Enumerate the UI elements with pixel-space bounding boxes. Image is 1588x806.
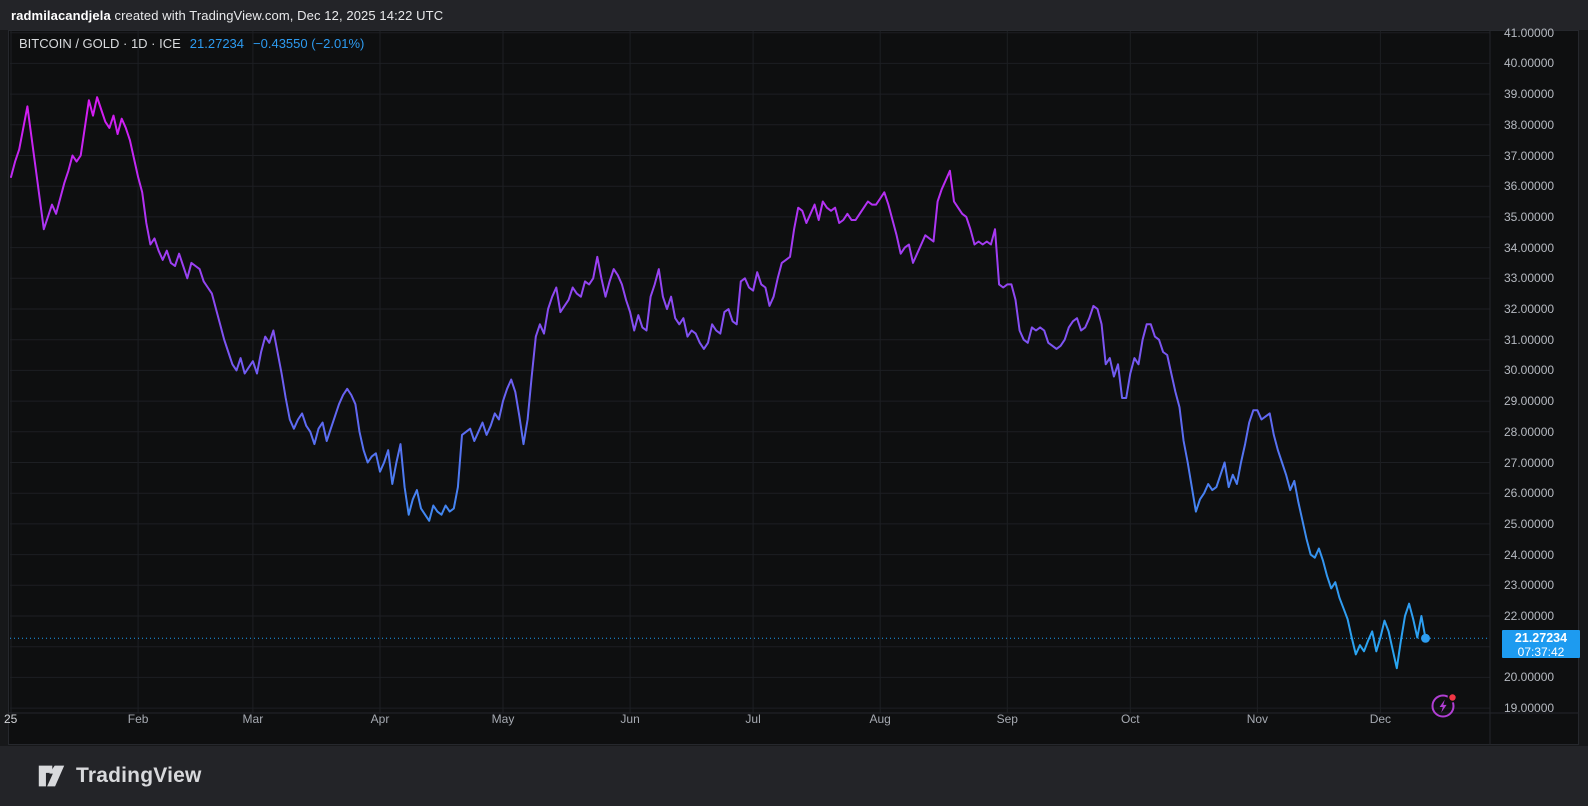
legend-change: −0.43550 (−2.01%)	[253, 36, 365, 51]
price-line-series	[10, 96, 1427, 670]
tradingview-link[interactable]: TradingView	[38, 764, 202, 788]
price-tick: 22.00000	[1504, 609, 1555, 623]
price-tick: 24.00000	[1504, 547, 1555, 562]
price-tick: 25.00000	[1504, 516, 1555, 531]
time-tick: Apr	[370, 712, 390, 726]
time-tick: Dec	[1369, 712, 1392, 726]
price-tick: 37.00000	[1504, 148, 1555, 163]
time-tick: May	[491, 712, 515, 726]
time-tick: 25	[4, 712, 18, 726]
price-tick: 28.00000	[1504, 424, 1555, 439]
lightning-icon	[1431, 692, 1458, 718]
current-price-label: 21.27234 07:37:42	[1502, 630, 1580, 660]
price-tick: 26.00000	[1504, 486, 1555, 501]
price-tick: 29.00000	[1504, 394, 1555, 409]
attribution-bar: radmilacandjela created with TradingView…	[0, 0, 1588, 30]
price-tick: 34.00000	[1504, 240, 1555, 255]
price-tick: 19.00000	[1504, 701, 1555, 716]
price-tick: 23.00000	[1504, 578, 1555, 593]
vertical-gridlines	[10, 31, 1381, 713]
legend-last-price: 21.27234	[189, 36, 245, 51]
price-tick: 36.00000	[1504, 179, 1555, 194]
time-tick: Oct	[1120, 712, 1140, 726]
tradingview-wordmark: TradingView	[76, 764, 202, 787]
price-tick: 31.00000	[1504, 332, 1555, 347]
tradingview-logo-icon	[38, 765, 65, 787]
price-tick: 27.00000	[1504, 455, 1555, 470]
notification-red-dot	[1449, 694, 1456, 701]
footer-bar: TradingView	[0, 746, 1588, 806]
price-tick: 20.00000	[1504, 670, 1555, 685]
price-tick: 38.00000	[1504, 117, 1555, 132]
attribution-author: radmilacandjela	[11, 7, 111, 23]
price-chart-canvas[interactable]	[9, 31, 1580, 746]
price-tick: 33.00000	[1504, 271, 1555, 286]
price-tick: 39.00000	[1504, 87, 1555, 102]
time-tick: Jul	[745, 712, 761, 726]
time-tick: Aug	[869, 712, 891, 726]
price-tick: 30.00000	[1504, 363, 1555, 378]
time-tick: Feb	[127, 712, 149, 726]
price-tick: 40.00000	[1504, 56, 1555, 71]
time-tick: Nov	[1246, 712, 1269, 726]
time-tick: Mar	[242, 712, 264, 726]
lightning-snapshot-button[interactable]	[1428, 691, 1458, 721]
horizontal-gridlines	[10, 32, 1490, 709]
price-tick: 35.00000	[1504, 209, 1555, 224]
attribution-text: radmilacandjela created with TradingView…	[11, 8, 443, 23]
price-tick: 32.00000	[1504, 302, 1555, 316]
bar-countdown: 07:37:42	[1517, 645, 1565, 660]
attribution-rest: created with TradingView.com, Dec 12, 20…	[110, 7, 444, 23]
time-tick: Sep	[996, 712, 1018, 726]
chart-legend[interactable]: BITCOIN / GOLD · 1D · ICE 21.27234 −0.43…	[19, 36, 364, 51]
current-price-value: 21.27234	[1514, 631, 1568, 646]
chart-container[interactable]: BITCOIN / GOLD · 1D · ICE 21.27234 −0.43…	[4, 26, 1580, 746]
price-tick: 41.00000	[1504, 25, 1555, 40]
time-tick: Jun	[620, 712, 640, 726]
last-price-marker	[1421, 633, 1430, 643]
legend-symbol[interactable]: BITCOIN / GOLD · 1D · ICE	[19, 36, 181, 51]
